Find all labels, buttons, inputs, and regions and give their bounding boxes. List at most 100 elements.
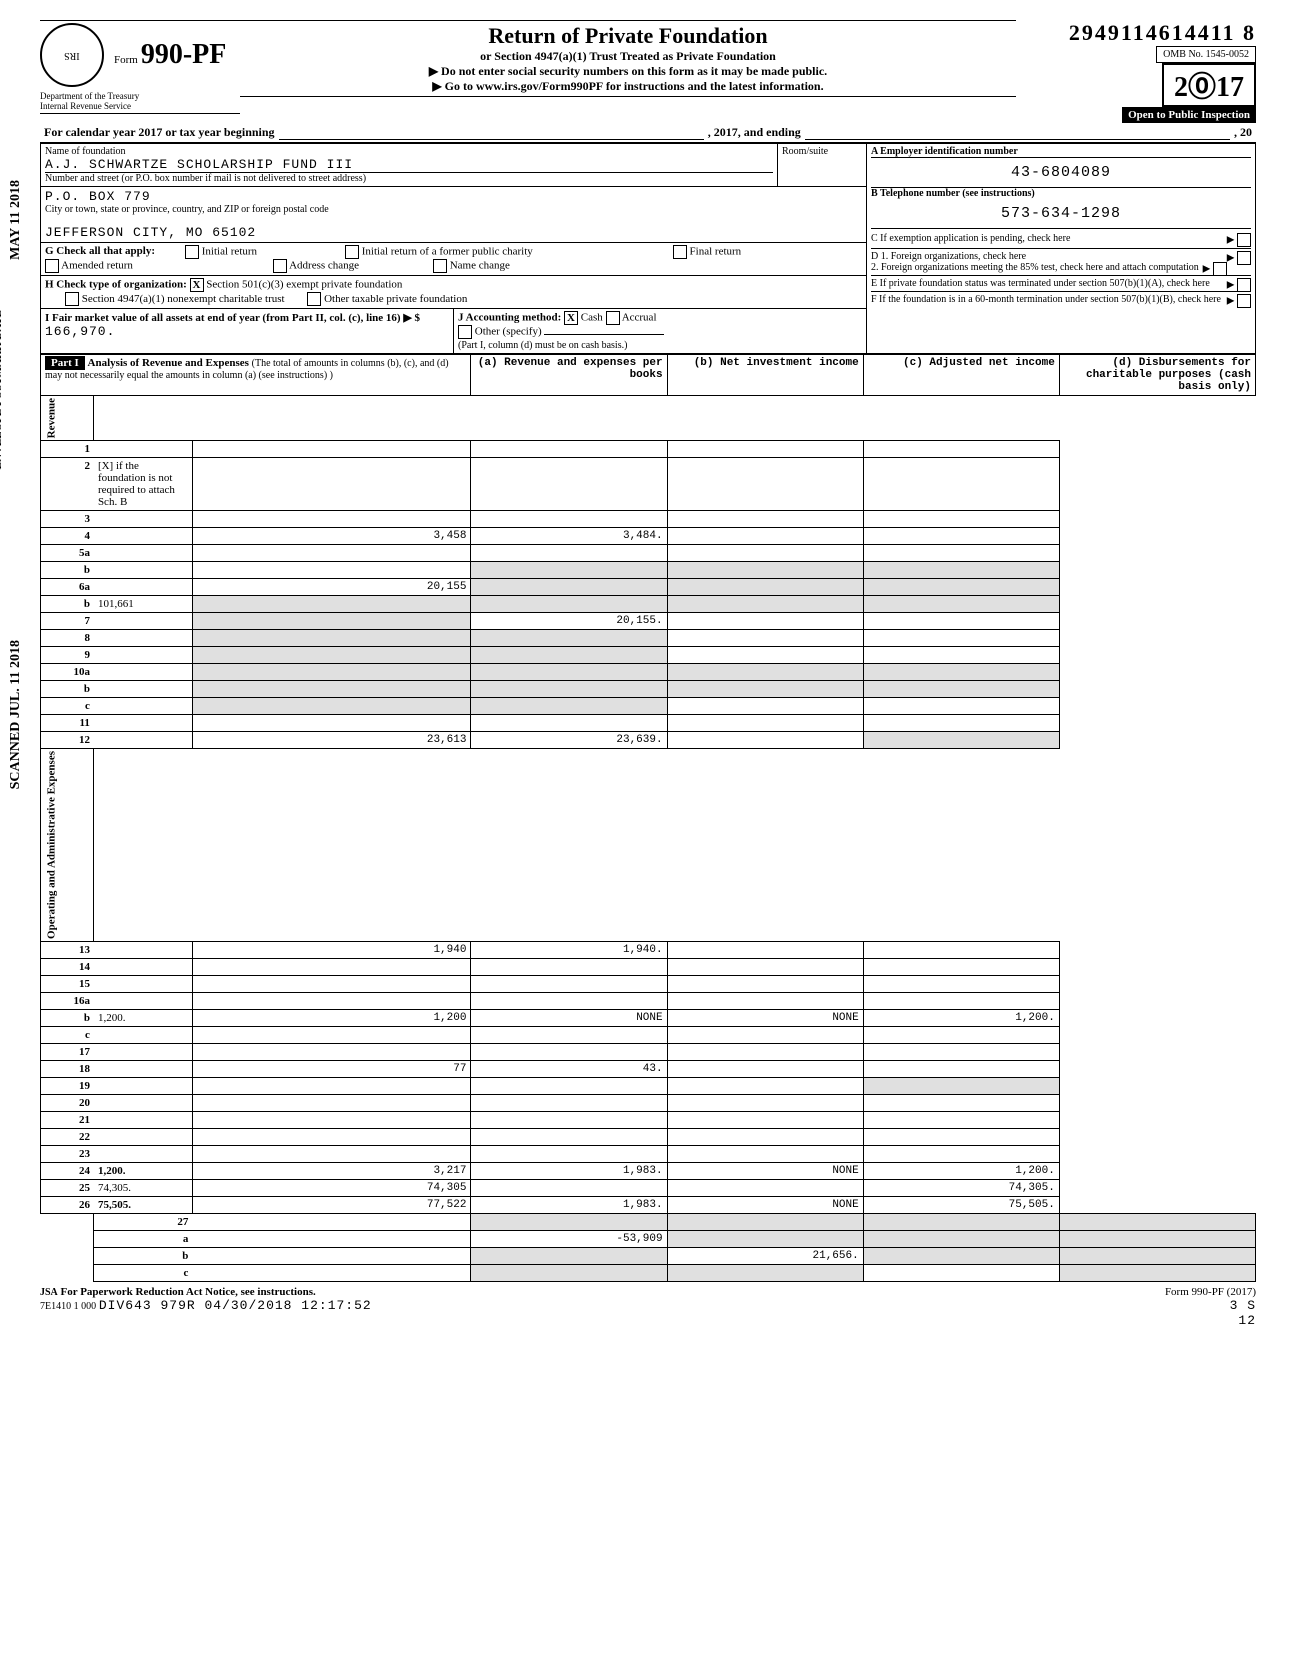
j-other: Other (specify) bbox=[475, 326, 542, 338]
row-value-c bbox=[863, 1248, 1059, 1265]
row-value-a bbox=[192, 1027, 471, 1044]
row-value-c bbox=[667, 976, 863, 993]
row-description bbox=[94, 664, 192, 681]
j-accrual-checkbox[interactable] bbox=[606, 311, 620, 325]
row-value-b bbox=[471, 993, 667, 1010]
g-initial-pc-checkbox[interactable] bbox=[345, 245, 359, 259]
row-value-b bbox=[471, 1129, 667, 1146]
row-number: b bbox=[41, 562, 94, 579]
h-4947-checkbox[interactable] bbox=[65, 292, 79, 306]
form-header: IRS Form 990-PF Department of the Treasu… bbox=[40, 20, 1256, 123]
row-value-c bbox=[863, 1214, 1059, 1231]
row-value-c bbox=[667, 630, 863, 647]
table-row: 10a bbox=[41, 664, 1256, 681]
row-value-b bbox=[471, 976, 667, 993]
row-value-c bbox=[667, 562, 863, 579]
g-amended-checkbox[interactable] bbox=[45, 259, 59, 273]
j-cash-checkbox[interactable]: X bbox=[564, 311, 578, 325]
ein-value: 43-6804089 bbox=[871, 158, 1251, 188]
table-row: 14 bbox=[41, 959, 1256, 976]
row-value-a bbox=[192, 596, 471, 613]
row-number: 1 bbox=[41, 441, 94, 458]
row-value-b: 1,983. bbox=[471, 1163, 667, 1180]
table-row: 27 bbox=[41, 1214, 1256, 1231]
g-final-checkbox[interactable] bbox=[673, 245, 687, 259]
room-label: Room/suite bbox=[782, 146, 862, 157]
i-value: 166,970. bbox=[45, 324, 115, 339]
table-row: 241,200.3,2171,983.NONE1,200. bbox=[41, 1163, 1256, 1180]
part1-title: Analysis of Revenue and Expenses bbox=[88, 357, 249, 369]
form-prefix: Form bbox=[114, 54, 138, 66]
row-value-a bbox=[192, 441, 471, 458]
d1-checkbox[interactable] bbox=[1237, 251, 1251, 265]
h-501c3-checkbox[interactable]: X bbox=[190, 278, 204, 292]
row-value-c bbox=[667, 545, 863, 562]
e-checkbox[interactable] bbox=[1237, 278, 1251, 292]
row-value-b bbox=[471, 1044, 667, 1061]
row-value-d bbox=[863, 664, 1059, 681]
row-number: 21 bbox=[41, 1112, 94, 1129]
g-opt-initial-pc: Initial return of a former public charit… bbox=[362, 246, 533, 258]
postmark-date-stamp: MAY 11 2018 bbox=[8, 180, 24, 260]
row-value-c bbox=[667, 458, 863, 511]
row-number: 23 bbox=[41, 1146, 94, 1163]
row-value-c bbox=[667, 698, 863, 715]
table-row: 187743. bbox=[41, 1061, 1256, 1078]
row-value-c bbox=[667, 1129, 863, 1146]
g-opt-address: Address change bbox=[289, 260, 359, 272]
row-value-b bbox=[471, 959, 667, 976]
calendar-year-line: For calendar year 2017 or tax year begin… bbox=[40, 123, 1256, 143]
part1-table: Part I Analysis of Revenue and Expenses … bbox=[40, 354, 1256, 1282]
revenue-section-label: Revenue bbox=[41, 396, 94, 441]
row-value-d bbox=[1059, 1231, 1255, 1248]
table-row: c bbox=[41, 698, 1256, 715]
form-title: Return of Private Foundation bbox=[240, 23, 1016, 49]
row-value-a bbox=[192, 630, 471, 647]
row-value-c bbox=[863, 1265, 1059, 1282]
d2-checkbox[interactable] bbox=[1213, 262, 1227, 276]
row-value-c bbox=[667, 715, 863, 732]
form-code: 7E1410 1 000 bbox=[40, 1301, 96, 1312]
part1-label: Part I bbox=[45, 356, 85, 370]
g-address-checkbox[interactable] bbox=[273, 259, 287, 273]
h-other-checkbox[interactable] bbox=[307, 292, 321, 306]
row-value-b bbox=[471, 1180, 667, 1197]
table-row: 16a bbox=[41, 993, 1256, 1010]
row-number: 16a bbox=[41, 993, 94, 1010]
row-value-a bbox=[192, 715, 471, 732]
row-value-c bbox=[667, 596, 863, 613]
row-value-c bbox=[667, 993, 863, 1010]
row-value-d bbox=[863, 959, 1059, 976]
j-label: J Accounting method: bbox=[458, 312, 561, 324]
h-label: H Check type of organization: bbox=[45, 279, 187, 291]
row-value-a: -53,909 bbox=[471, 1231, 667, 1248]
row-number: 18 bbox=[41, 1061, 94, 1078]
row-value-a bbox=[192, 647, 471, 664]
row-value-b bbox=[471, 562, 667, 579]
row-value-a bbox=[192, 545, 471, 562]
h-opt3: Other taxable private foundation bbox=[324, 293, 467, 305]
row-value-a bbox=[192, 1044, 471, 1061]
table-row: 21 bbox=[41, 1112, 1256, 1129]
c-checkbox[interactable] bbox=[1237, 233, 1251, 247]
table-row: 131,9401,940. bbox=[41, 942, 1256, 959]
row-value-c: NONE bbox=[667, 1197, 863, 1214]
table-row: 2574,305.74,30574,305. bbox=[41, 1180, 1256, 1197]
col-c-header: (c) Adjusted net income bbox=[863, 355, 1059, 396]
j-other-checkbox[interactable] bbox=[458, 325, 472, 339]
row-value-c bbox=[667, 1061, 863, 1078]
row-value-b bbox=[667, 1231, 863, 1248]
g-name-checkbox[interactable] bbox=[433, 259, 447, 273]
cal-year-mid: , 2017, and ending bbox=[708, 125, 801, 140]
row-value-a bbox=[192, 511, 471, 528]
table-row: 17 bbox=[41, 1044, 1256, 1061]
entity-info-table: Name of foundation A.J. SCHWARTZE SCHOLA… bbox=[40, 143, 1256, 354]
row-value-d bbox=[863, 976, 1059, 993]
row-value-b bbox=[667, 1214, 863, 1231]
row-value-a bbox=[192, 664, 471, 681]
g-initial-checkbox[interactable] bbox=[185, 245, 199, 259]
row-description bbox=[94, 511, 192, 528]
f-checkbox[interactable] bbox=[1237, 294, 1251, 308]
row-description bbox=[94, 1061, 192, 1078]
table-row: b1,200.1,200NONENONE1,200. bbox=[41, 1010, 1256, 1027]
